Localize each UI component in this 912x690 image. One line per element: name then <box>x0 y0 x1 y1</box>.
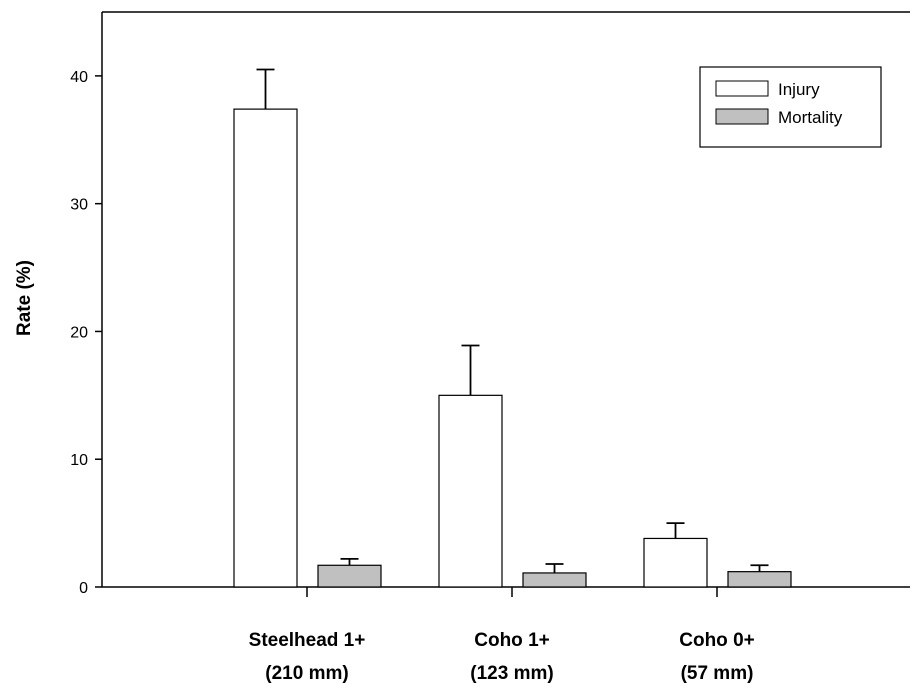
x-category-label: Coho 0+ (57 mm) <box>679 630 754 684</box>
legend: Injury Mortality <box>699 66 882 148</box>
bar-injury <box>233 108 298 588</box>
x-category-label-line: (57 mm) <box>681 663 754 684</box>
y-tick-label: 10 <box>70 452 88 469</box>
y-tick-label: 30 <box>70 197 88 214</box>
y-axis: 0 10 20 30 40 <box>70 69 102 597</box>
bar-mortality <box>727 571 792 588</box>
x-axis: Steelhead 1+ (210 mm)Coho 1+ (123 mm)Coho … <box>249 587 755 684</box>
y-tick-label: 20 <box>70 324 88 341</box>
legend-swatch-mortality <box>715 108 769 125</box>
legend-label-mortality: Mortality <box>778 108 843 127</box>
legend-swatch-injury <box>715 80 769 97</box>
legend-label-injury: Injury <box>778 80 820 99</box>
y-axis-title: Rate (%) <box>14 260 35 336</box>
legend-box <box>699 66 882 148</box>
x-category-label-line: Coho 0+ <box>679 630 754 651</box>
bar-injury <box>643 537 708 588</box>
x-category-label: Coho 1+ (123 mm) <box>470 630 553 684</box>
bar-injury <box>438 394 503 588</box>
bars <box>233 68 792 588</box>
x-category-label: Steelhead 1+ (210 mm) <box>249 630 366 684</box>
x-category-label-line: (123 mm) <box>470 663 553 684</box>
x-category-label-line: Coho 1+ <box>474 630 549 651</box>
bar-mortality <box>522 572 587 588</box>
bar-mortality <box>317 564 382 588</box>
x-category-label-line: (210 mm) <box>265 663 348 684</box>
x-category-label-line: Steelhead 1+ <box>249 630 366 651</box>
y-tick-label: 40 <box>70 69 88 86</box>
y-tick-label: 0 <box>79 580 88 597</box>
